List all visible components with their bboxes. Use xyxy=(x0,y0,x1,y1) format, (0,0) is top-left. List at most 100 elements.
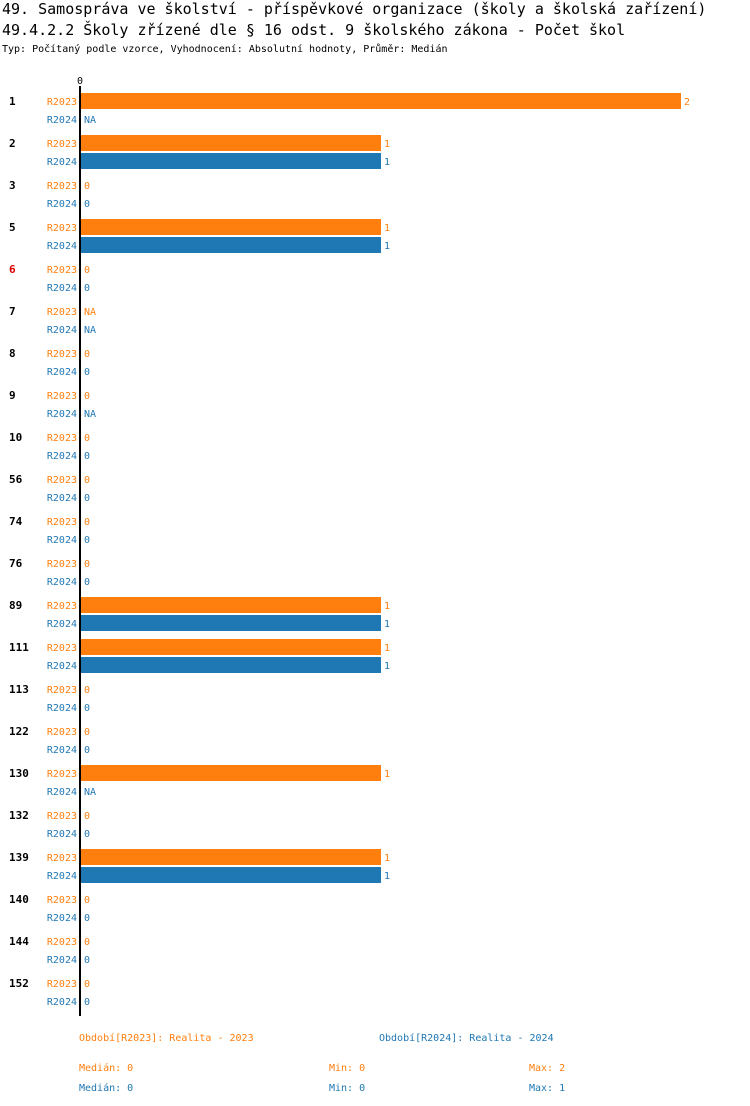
legend-max: Max: 1 xyxy=(529,1083,565,1094)
category-label: 89 xyxy=(9,599,22,612)
data-label: 0 xyxy=(84,727,90,738)
series-row-label: R2024 xyxy=(47,913,77,924)
data-label: 1 xyxy=(384,139,390,150)
data-label: 0 xyxy=(84,811,90,822)
data-label: 1 xyxy=(384,619,390,630)
data-label: 2 xyxy=(684,97,690,108)
series-row-label: R2023 xyxy=(47,559,77,570)
data-label: 0 xyxy=(84,493,90,504)
na-label: NA xyxy=(84,787,96,798)
bar-r2023 xyxy=(81,597,381,613)
data-label: 0 xyxy=(84,979,90,990)
data-label: 0 xyxy=(84,517,90,528)
data-label: 0 xyxy=(84,475,90,486)
series-row-label: R2024 xyxy=(47,493,77,504)
series-row-label: R2024 xyxy=(47,241,77,252)
category-label: 139 xyxy=(9,851,29,864)
category-label: 140 xyxy=(9,893,29,906)
series-row-label: R2024 xyxy=(47,829,77,840)
series-row-label: R2024 xyxy=(47,157,77,168)
data-label: 0 xyxy=(84,283,90,294)
data-label: 1 xyxy=(384,601,390,612)
series-row-label: R2023 xyxy=(47,307,77,318)
category-label: 144 xyxy=(9,935,29,948)
na-label: NA xyxy=(84,115,96,126)
data-label: 0 xyxy=(84,349,90,360)
bar-r2023 xyxy=(81,849,381,865)
series-row-label: R2023 xyxy=(47,685,77,696)
series-row-label: R2023 xyxy=(47,853,77,864)
category-label: 122 xyxy=(9,725,29,738)
series-row-label: R2023 xyxy=(47,811,77,822)
data-label: 1 xyxy=(384,661,390,672)
data-label: 0 xyxy=(84,199,90,210)
chart-info: Typ: Počítaný podle vzorce, Vyhodnocení:… xyxy=(2,44,448,55)
data-label: 1 xyxy=(384,871,390,882)
series-row-label: R2024 xyxy=(47,577,77,588)
series-row-label: R2024 xyxy=(47,451,77,462)
data-label: 0 xyxy=(84,559,90,570)
series-row-label: R2024 xyxy=(47,367,77,378)
na-label: NA xyxy=(84,325,96,336)
legend-period-r2024: Období[R2024]: Realita - 2024 xyxy=(379,1032,554,1044)
series-row-label: R2024 xyxy=(47,661,77,672)
data-label: 0 xyxy=(84,433,90,444)
na-label: NA xyxy=(84,409,96,420)
data-label: 0 xyxy=(84,895,90,906)
series-row-label: R2023 xyxy=(47,181,77,192)
bar-r2023 xyxy=(81,93,681,109)
data-label: 0 xyxy=(84,913,90,924)
na-label: NA xyxy=(84,307,96,318)
data-label: 0 xyxy=(84,955,90,966)
category-label: 2 xyxy=(9,137,16,150)
category-label: 3 xyxy=(9,179,16,192)
category-label: 1 xyxy=(9,95,16,108)
series-row-label: R2024 xyxy=(47,409,77,420)
bar-r2023 xyxy=(81,135,381,151)
legend-min: Min: 0 xyxy=(329,1083,365,1094)
legend-period-r2023: Období[R2023]: Realita - 2023 xyxy=(79,1032,254,1044)
bar-r2024 xyxy=(81,615,381,631)
category-label: 132 xyxy=(9,809,29,822)
legend-median: Medián: 0 xyxy=(79,1062,133,1074)
category-label: 152 xyxy=(9,977,29,990)
bar-r2023 xyxy=(81,765,381,781)
bar-r2023 xyxy=(81,219,381,235)
bar-r2024 xyxy=(81,237,381,253)
category-label: 9 xyxy=(9,389,16,402)
legend-max: Max: 2 xyxy=(529,1063,565,1074)
legend-median: Medián: 0 xyxy=(79,1082,133,1094)
series-row-label: R2023 xyxy=(47,937,77,948)
category-label: 6 xyxy=(9,263,16,276)
data-label: 0 xyxy=(84,937,90,948)
bar-r2024 xyxy=(81,153,381,169)
data-label: 0 xyxy=(84,703,90,714)
series-row-label: R2023 xyxy=(47,349,77,360)
legend-min: Min: 0 xyxy=(329,1063,365,1074)
series-row-label: R2023 xyxy=(47,601,77,612)
x-tick-label: 0 xyxy=(77,76,83,87)
series-row-label: R2023 xyxy=(47,391,77,402)
data-label: 0 xyxy=(84,181,90,192)
series-row-label: R2023 xyxy=(47,265,77,276)
category-label: 7 xyxy=(9,305,16,318)
category-label: 76 xyxy=(9,557,23,570)
series-row-label: R2024 xyxy=(47,535,77,546)
category-label: 5 xyxy=(9,221,16,234)
data-label: 0 xyxy=(84,997,90,1008)
series-row-label: R2023 xyxy=(47,979,77,990)
category-label: 111 xyxy=(9,641,29,654)
series-row-label: R2023 xyxy=(47,433,77,444)
series-row-label: R2023 xyxy=(47,139,77,150)
series-row-label: R2024 xyxy=(47,703,77,714)
data-label: 0 xyxy=(84,265,90,276)
bar-r2023 xyxy=(81,639,381,655)
data-label: 1 xyxy=(384,157,390,168)
category-label: 130 xyxy=(9,767,29,780)
series-row-label: R2024 xyxy=(47,199,77,210)
category-label: 10 xyxy=(9,431,22,444)
data-label: 0 xyxy=(84,829,90,840)
series-row-label: R2023 xyxy=(47,727,77,738)
series-row-label: R2024 xyxy=(47,325,77,336)
